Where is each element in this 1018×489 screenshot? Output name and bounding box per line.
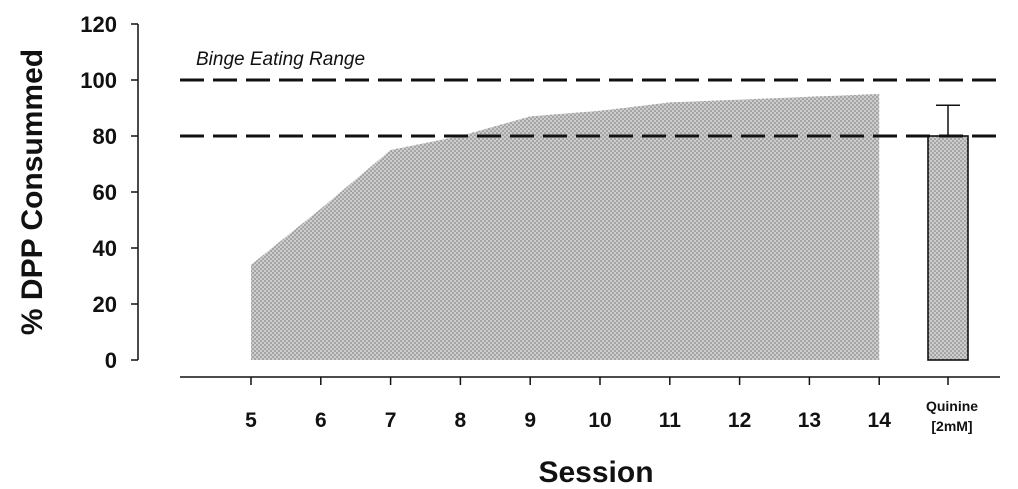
y-tick-label-60: 60 — [93, 180, 117, 205]
x-tick-label-5: 5 — [245, 409, 257, 432]
x-tick-label-6: 6 — [315, 409, 327, 432]
y-tick-label-20: 20 — [93, 292, 117, 317]
x-tick-label-7: 7 — [385, 409, 397, 432]
y-tick-label-100: 100 — [80, 68, 117, 93]
x-tick-label-14: 14 — [868, 409, 892, 432]
reference-annotation: Binge Eating Range — [196, 49, 365, 70]
quinine-label-line-2: [2mM] — [931, 418, 972, 434]
area-series-1 — [251, 94, 880, 360]
x-tick-label-8: 8 — [455, 409, 467, 432]
quinine-label-line-1: Quinine — [926, 398, 978, 414]
y-tick-label-0: 0 — [105, 348, 117, 373]
x-tick-label-10: 10 — [588, 409, 611, 432]
y-tick-label-80: 80 — [93, 124, 117, 149]
x-axis-title: Session — [538, 456, 653, 489]
x-tick-label-12: 12 — [728, 409, 751, 432]
y-tick-label-40: 40 — [93, 236, 117, 261]
quinine-bar — [927, 135, 969, 361]
x-tick-label-13: 13 — [798, 409, 821, 432]
x-tick-label-9: 9 — [524, 409, 536, 432]
y-axis-title: % DPP Consummed — [16, 49, 49, 335]
y-tick-label-120: 120 — [80, 12, 117, 37]
x-tick-label-11: 11 — [659, 409, 682, 432]
